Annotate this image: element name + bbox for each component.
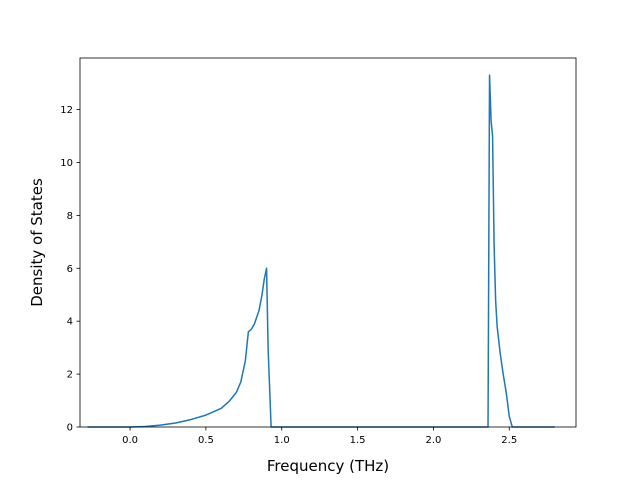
- y-tick-label: 8: [67, 211, 73, 222]
- y-axis-ticks: 0 2 4 6 8 10 12: [60, 105, 80, 434]
- x-tick-label: 0.0: [122, 435, 138, 446]
- x-tick-label: 1.5: [350, 435, 366, 446]
- x-tick-label: 2.0: [425, 435, 441, 446]
- plot-layer: [87, 74, 555, 428]
- dos-series-line: [87, 74, 555, 428]
- y-axis-label: Density of States: [28, 178, 46, 307]
- x-axis-ticks: 0.0 0.5 1.0 1.5 2.0 2.5: [122, 427, 517, 446]
- x-tick-label: 2.5: [501, 435, 517, 446]
- y-tick-label: 0: [67, 423, 73, 434]
- x-axis-label: Frequency (THz): [267, 457, 389, 475]
- y-tick-label: 2: [67, 370, 73, 381]
- x-tick-label: 0.5: [198, 435, 214, 446]
- y-tick-label: 12: [60, 105, 73, 116]
- y-tick-label: 10: [60, 158, 73, 169]
- y-tick-label: 4: [67, 317, 73, 328]
- x-tick-label: 1.0: [274, 435, 290, 446]
- y-tick-label: 6: [67, 264, 73, 275]
- axes-frame: [79, 57, 577, 428]
